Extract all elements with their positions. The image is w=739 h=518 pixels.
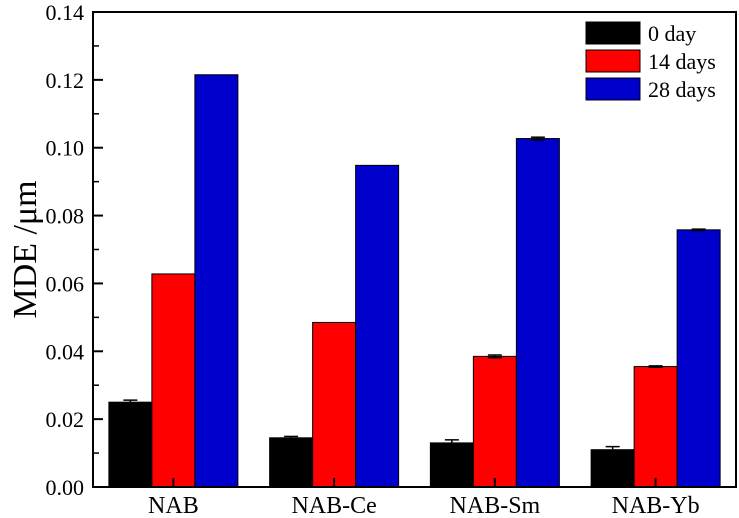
y-tick-label: 0.02: [46, 407, 85, 432]
legend-swatch-14-days: [585, 49, 641, 73]
bar-14-days-NAB: [151, 273, 196, 488]
y-tick-label: 0.08: [46, 204, 85, 229]
bar-28-days-NAB-Yb: [676, 229, 721, 488]
x-category-label: NAB-Sm: [450, 493, 541, 518]
bar-14-days-NAB-Sm: [472, 355, 517, 488]
y-tick-label: 0.10: [46, 136, 85, 161]
bar-0-day-NAB: [108, 401, 153, 488]
bar-0-day-NAB-Sm: [429, 442, 474, 488]
y-tick-label: 0.06: [46, 271, 85, 296]
y-tick-label: 0.00: [46, 475, 85, 500]
bar-14-days-NAB-Ce: [312, 321, 357, 488]
x-category-label: NAB: [148, 493, 199, 518]
legend-label: 0 day: [648, 21, 696, 46]
legend: 0 day 14 days 28 days: [585, 21, 716, 102]
legend-label: 28 days: [648, 77, 716, 102]
legend-label: 14 days: [648, 49, 716, 74]
y-axis-ticks: 0.00 0.02 0.04 0.06 0.08 0.10 0.12 0.14: [46, 0, 103, 500]
legend-swatch-0-day: [585, 21, 641, 45]
legend-swatch-28-days: [585, 77, 641, 101]
bars-layer: [108, 74, 721, 488]
y-tick-label: 0.04: [46, 339, 85, 364]
y-axis-label: MDE /μm: [7, 180, 44, 318]
bar-14-days-NAB-Yb: [633, 366, 678, 488]
error-bars-layer: [123, 136, 706, 454]
x-axis-ticks: NAB NAB-Ce NAB-Sm NAB-Yb: [148, 478, 700, 518]
bar-28-days-NAB-Ce: [355, 164, 400, 488]
bar-28-days-NAB: [194, 74, 239, 488]
x-category-label: NAB-Ce: [291, 493, 376, 518]
bar-0-day-NAB-Ce: [269, 437, 314, 488]
bar-0-day-NAB-Yb: [590, 449, 635, 488]
y-tick-label: 0.12: [46, 68, 85, 93]
bar-28-days-NAB-Sm: [515, 138, 560, 488]
x-category-label: NAB-Yb: [612, 493, 700, 518]
y-tick-label: 0.14: [46, 0, 85, 25]
